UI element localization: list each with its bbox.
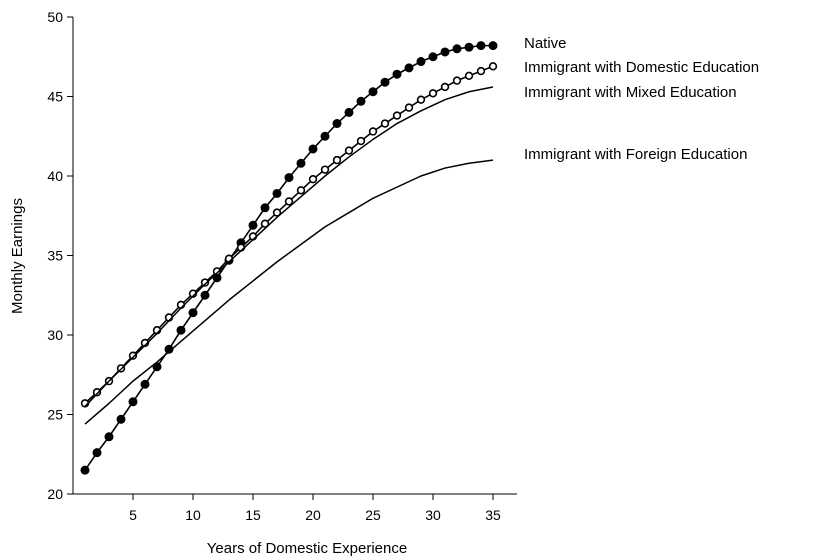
data-point-native: [116, 414, 126, 424]
data-point-domestic-education: [260, 219, 270, 228]
series-line-foreign-education: [84, 159, 494, 425]
data-point-domestic-education: [92, 388, 102, 397]
data-point-native: [380, 77, 390, 87]
data-point-native: [248, 220, 258, 230]
data-point-native: [308, 144, 318, 154]
data-point-native: [464, 42, 474, 52]
data-point-native: [164, 344, 174, 354]
data-point-domestic-education: [284, 197, 294, 206]
x-tick-label: 5: [129, 507, 137, 523]
data-point-domestic-education: [332, 155, 342, 165]
series-line-mixed-education: [84, 86, 494, 408]
legend-label-mixed-education: Immigrant with Mixed Education: [524, 84, 737, 101]
data-point-native: [488, 41, 498, 51]
data-point-native: [104, 432, 114, 442]
data-point-native: [200, 290, 210, 300]
x-axis-title: Years of Domestic Experience: [207, 540, 407, 557]
data-point-native: [476, 41, 486, 51]
x-tick-label: 15: [245, 507, 261, 523]
y-tick-label: 45: [47, 89, 63, 105]
data-point-domestic-education: [428, 89, 438, 98]
y-axis-title: Monthly Earnings: [9, 198, 26, 314]
data-point-domestic-education: [380, 119, 390, 128]
data-point-native: [452, 44, 462, 54]
data-point-domestic-education: [404, 103, 414, 112]
data-point-native: [272, 188, 282, 198]
x-tick-label: 10: [185, 507, 201, 523]
y-tick-label: 25: [47, 407, 63, 423]
data-point-domestic-education: [476, 66, 486, 76]
legend-label-foreign-education: Immigrant with Foreign Education: [524, 146, 747, 163]
data-point-native: [176, 325, 186, 335]
data-point-domestic-education: [464, 71, 474, 81]
data-point-domestic-education: [416, 95, 426, 104]
legend-label-native: Native: [524, 35, 567, 52]
data-point-native: [416, 57, 426, 67]
data-point-native: [404, 63, 414, 73]
data-point-domestic-education: [308, 174, 318, 184]
data-point-domestic-education: [296, 186, 306, 195]
data-point-native: [284, 173, 294, 183]
y-axis: 20 25 30 35 40 45 50: [47, 9, 74, 502]
data-point-domestic-education: [392, 111, 402, 120]
y-ticks: 20 25 30 35 40 45 50: [47, 9, 73, 502]
data-point-domestic-education: [344, 146, 354, 155]
data-point-domestic-education: [320, 165, 330, 174]
data-point-native: [392, 69, 402, 79]
x-tick-label: 35: [485, 507, 501, 523]
data-point-native: [356, 96, 366, 106]
y-tick-label: 35: [47, 248, 63, 264]
y-tick-label: 20: [47, 486, 63, 502]
data-point-domestic-education: [440, 82, 450, 92]
data-point-native: [428, 52, 438, 62]
x-axis: 5 10 15 20 25 30 35: [73, 493, 517, 523]
data-point-native: [128, 397, 138, 407]
data-point-native: [188, 308, 198, 318]
y-tick-label: 40: [47, 168, 63, 184]
data-point-domestic-education: [212, 267, 222, 276]
data-point-native: [440, 47, 450, 57]
data-point-native: [320, 131, 330, 141]
data-point-native: [80, 465, 90, 475]
series-line-domestic-education: [84, 65, 494, 404]
data-point-domestic-education: [272, 208, 282, 217]
data-point-domestic-education: [356, 136, 366, 146]
legend: Native Immigrant with Domestic Education I…: [524, 35, 759, 163]
legend-label-domestic-education: Immigrant with Domestic Education: [524, 59, 759, 76]
data-point-native: [140, 379, 150, 389]
data-point-native: [260, 203, 270, 213]
data-point-native: [344, 107, 354, 117]
y-tick-label: 30: [47, 327, 63, 343]
series-layer: [80, 41, 498, 475]
x-tick-label: 25: [365, 507, 381, 523]
y-tick-label: 50: [47, 9, 63, 25]
x-tick-label: 30: [425, 507, 441, 523]
data-point-domestic-education: [368, 127, 378, 136]
data-point-domestic-education: [452, 76, 462, 85]
data-point-native: [332, 119, 342, 129]
data-point-domestic-education: [488, 62, 498, 71]
series-line-native: [84, 44, 493, 471]
data-point-domestic-education: [128, 351, 138, 360]
x-tick-label: 20: [305, 507, 321, 523]
data-point-native: [368, 87, 378, 97]
data-point-native: [296, 158, 306, 168]
x-ticks: 5 10 15 20 25 30 35: [129, 494, 501, 523]
data-point-domestic-education: [200, 278, 210, 287]
data-point-native: [92, 448, 102, 458]
